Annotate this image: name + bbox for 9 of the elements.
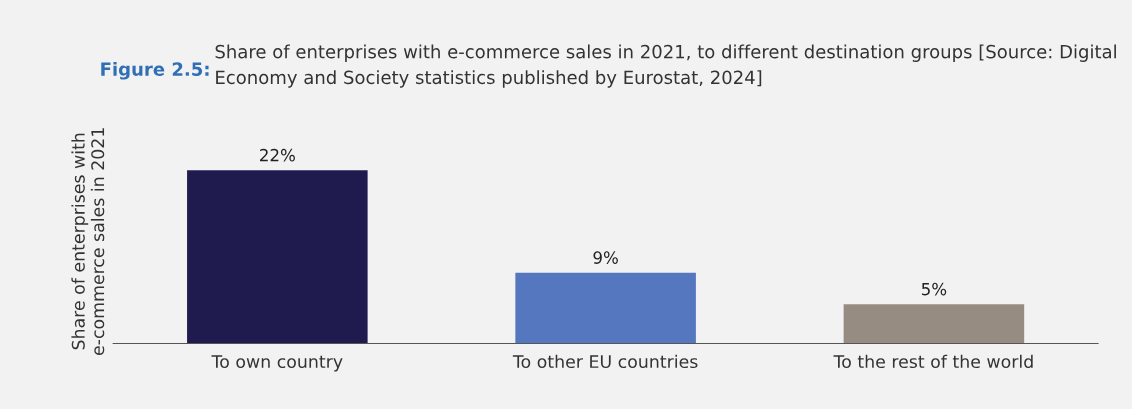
chart-subtitle: Share of enterprises with e-commerce sales in 2021, to different destination groups [Source: Digital Economy and Society statistics published by Eurostat, 2024] [215, 44, 1116, 88]
data-label: 9% [593, 251, 618, 264]
data-label: 22% [260, 148, 295, 162]
chart-title: Figure 2.5: [101, 61, 209, 80]
data-label: 5% [921, 282, 947, 296]
y-axis-title: Share of enterprises with e-commerce sales in 2021 [71, 128, 105, 356]
x-tick-label: To the rest of the world [833, 354, 1033, 369]
x-tick-label: To own country [211, 355, 343, 372]
x-tick-label: To other EU countries [512, 354, 698, 369]
